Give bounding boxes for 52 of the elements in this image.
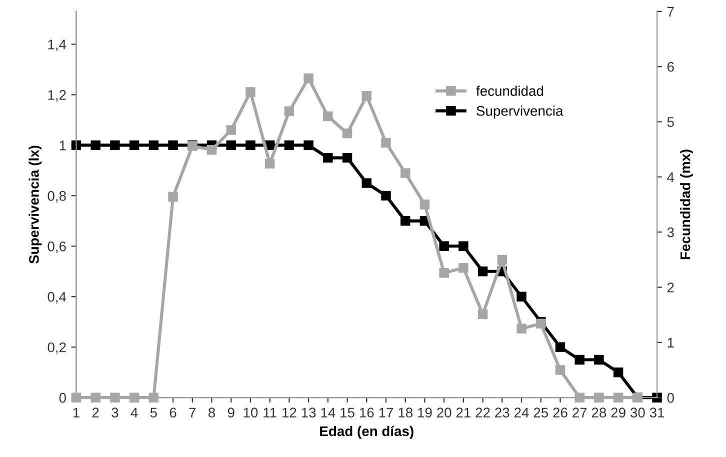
y-tick-label: 0,2 — [48, 342, 66, 354]
y-tick-label: 0,8 — [48, 191, 66, 202]
x-tick-label: 27 — [572, 408, 587, 418]
y-tick-label: 1,2 — [48, 90, 66, 102]
x-tick-label: 28 — [592, 408, 606, 418]
y2-tick-label: 4 — [667, 172, 674, 182]
x-tick-label: 31 — [650, 408, 664, 418]
x-tick-label: 19 — [418, 408, 432, 418]
y2-axis-title: Fecundidad (mx) — [680, 150, 693, 260]
x-tick-label: 2 — [92, 408, 99, 418]
x-tick-label: 4 — [130, 408, 138, 418]
x-tick-label: 16 — [360, 408, 374, 418]
legend-label: fecundidad — [476, 86, 544, 96]
y-tick-label: 1 — [60, 140, 66, 150]
x-tick-label: 23 — [495, 408, 510, 418]
x-tick-label: 12 — [282, 408, 296, 418]
y-axis-title: Supervivencia (lx) — [28, 146, 42, 264]
x-tick-label: 21 — [456, 408, 470, 418]
x-tick-label: 26 — [553, 408, 568, 418]
x-tick-label: 14 — [321, 408, 336, 418]
x-tick-label: 6 — [170, 408, 176, 418]
x-tick-label: 22 — [476, 408, 490, 418]
y2-tick-label: 6 — [667, 62, 674, 72]
x-tick-label: 8 — [208, 408, 216, 418]
x-tick-label: 11 — [264, 408, 276, 418]
y2-tick-label: 7 — [667, 6, 674, 16]
x-tick-label: 29 — [611, 408, 626, 418]
y2-tick-label: 1 — [668, 338, 674, 348]
y-tick-label: 0,4 — [48, 292, 66, 304]
x-tick-label: 1 — [73, 408, 80, 418]
x-tick-label: 7 — [189, 408, 196, 418]
x-axis-title: Edad (en días) — [320, 426, 414, 439]
x-tick-label: 20 — [437, 408, 452, 418]
x-tick-label: 18 — [398, 408, 412, 418]
y2-tick-label: 5 — [667, 117, 674, 127]
y2-tick-label: 0 — [667, 392, 674, 403]
y-tick-label: 1,4 — [48, 40, 66, 52]
y2-tick-label: 2 — [667, 282, 674, 292]
y2-tick-label: 3 — [667, 227, 674, 238]
x-tick-label: 15 — [340, 408, 354, 418]
x-tick-label: 10 — [244, 408, 258, 418]
x-tick-label: 3 — [112, 408, 118, 418]
x-tick-label: 17 — [379, 408, 394, 418]
y-tick-label: 0,6 — [48, 241, 66, 253]
y-tick-label: 0 — [59, 392, 66, 403]
x-tick-label: 9 — [228, 408, 234, 418]
x-tick-label: 25 — [534, 408, 548, 418]
x-tick-label: 24 — [514, 408, 529, 418]
x-tick-label: 5 — [150, 408, 157, 418]
x-tick-label: 13 — [302, 408, 316, 418]
legend-label: Supervivencia — [476, 106, 564, 119]
x-tick-label: 30 — [630, 408, 645, 418]
